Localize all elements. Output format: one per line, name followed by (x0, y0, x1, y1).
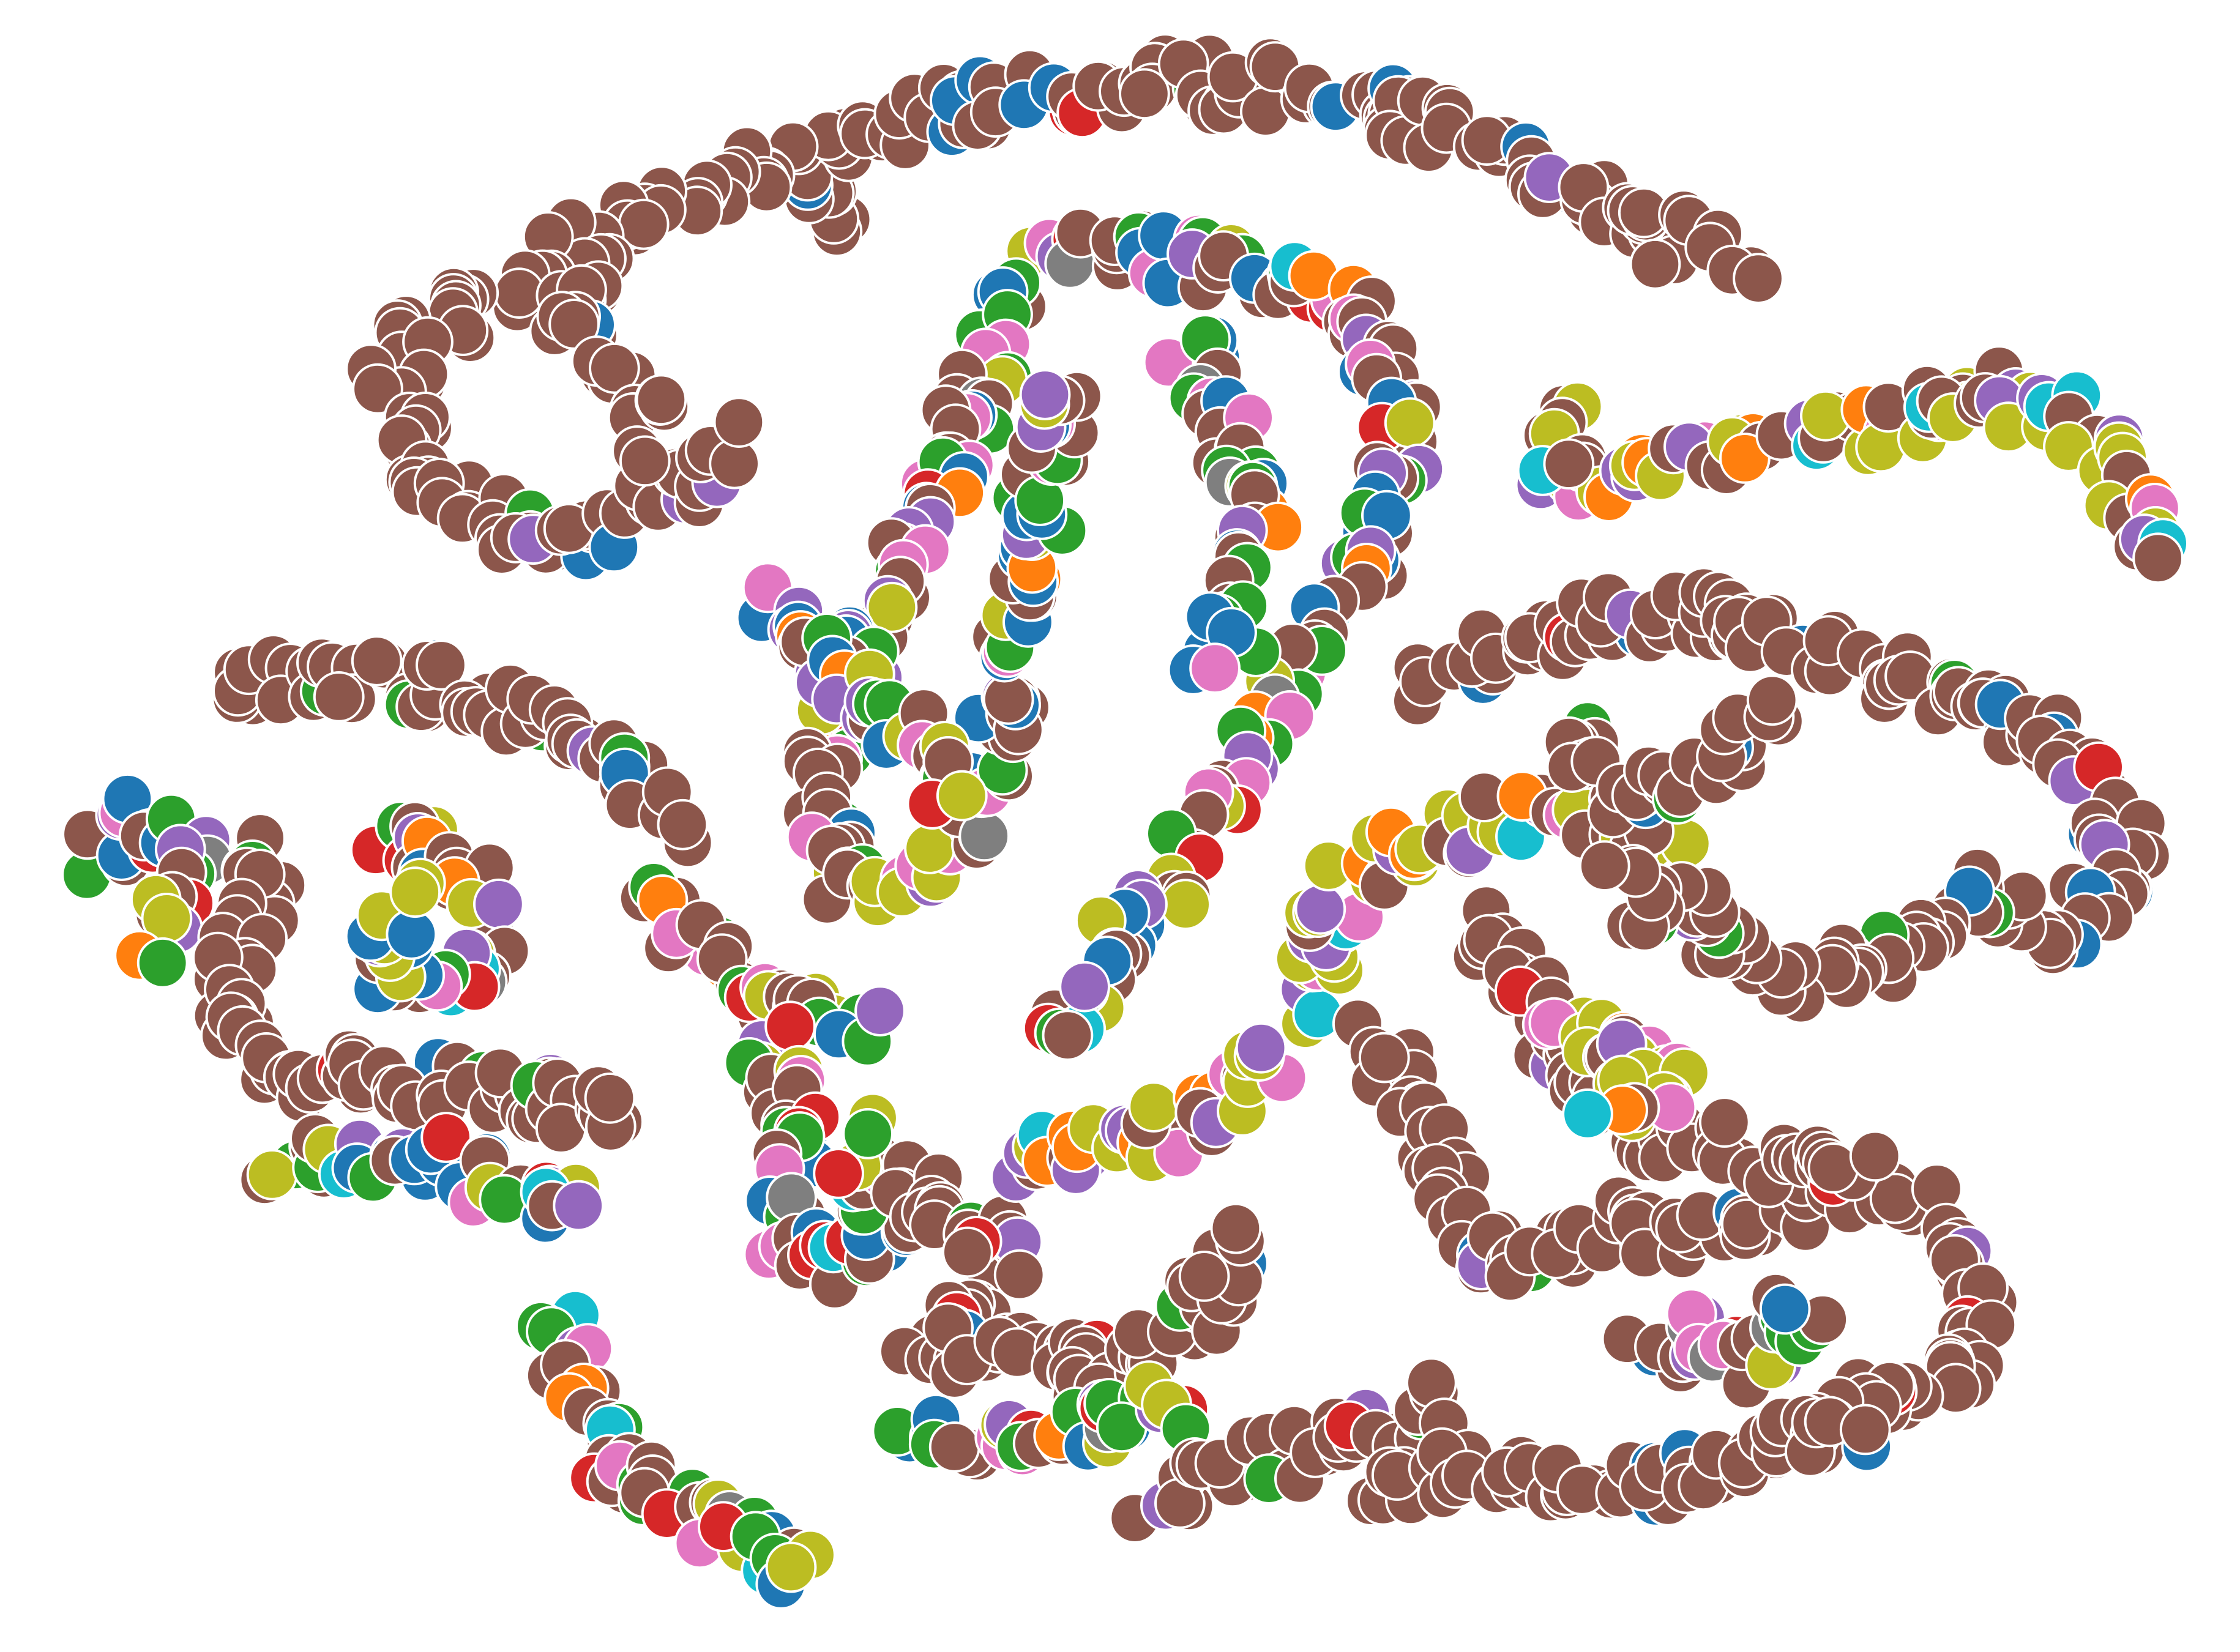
scatter-point (936, 770, 988, 822)
scatter-point (1746, 674, 1798, 726)
scatter-point (866, 581, 918, 633)
scatter-point (713, 396, 765, 448)
scatter-point (657, 798, 709, 850)
scatter-point (1629, 238, 1681, 290)
scatter-point (993, 1249, 1045, 1301)
scatter-point (1562, 1088, 1613, 1140)
scatter-point (548, 299, 600, 350)
scatter-point (473, 878, 525, 930)
scatter-point (420, 1112, 472, 1163)
scatter-point (942, 1226, 993, 1278)
scatter-point (842, 1108, 894, 1159)
scatter-point (764, 1000, 816, 1052)
scatter-point (1719, 433, 1771, 484)
scatter-point (1358, 1032, 1410, 1084)
scatter-point (1839, 1404, 1891, 1456)
scatter-point (765, 1541, 817, 1593)
scatter-point (313, 671, 365, 723)
scatter-point (619, 435, 671, 487)
scatter-point (1294, 883, 1346, 935)
scatter-point (584, 1072, 636, 1124)
scatter-point (1178, 1250, 1230, 1302)
scatter-point (1119, 68, 1170, 120)
scatter-point (1210, 1202, 1262, 1254)
scatter-point (1189, 642, 1241, 694)
points-layer (61, 33, 2189, 1610)
scatter-point (1849, 1130, 1901, 1182)
scatter-point (553, 1180, 605, 1232)
scatter-point (136, 937, 189, 989)
scatter-point (1059, 961, 1110, 1013)
scatter-point (246, 1149, 298, 1200)
scatter-point (1128, 1081, 1179, 1133)
scatter-point (1384, 397, 1436, 448)
scatter-point (1759, 1283, 1811, 1335)
scatter-point (2132, 532, 2184, 584)
scatter-point (813, 1148, 864, 1199)
scatter-point (416, 639, 467, 691)
scatter-point (1019, 369, 1071, 420)
scatter-point (1160, 879, 1211, 931)
scatter-point (635, 374, 687, 426)
scatter-point (1235, 1022, 1287, 1074)
scatter-point (351, 635, 403, 686)
scatter-point (389, 866, 441, 918)
scatter-point (928, 1421, 980, 1473)
scatter-point (1543, 438, 1595, 490)
scatter-point (1042, 1010, 1094, 1061)
scatter-point (1733, 253, 1784, 305)
scatter-point (1578, 840, 1630, 892)
scatter-point (1698, 1096, 1750, 1148)
scatter-point (589, 342, 640, 394)
scatter-point (854, 985, 906, 1036)
